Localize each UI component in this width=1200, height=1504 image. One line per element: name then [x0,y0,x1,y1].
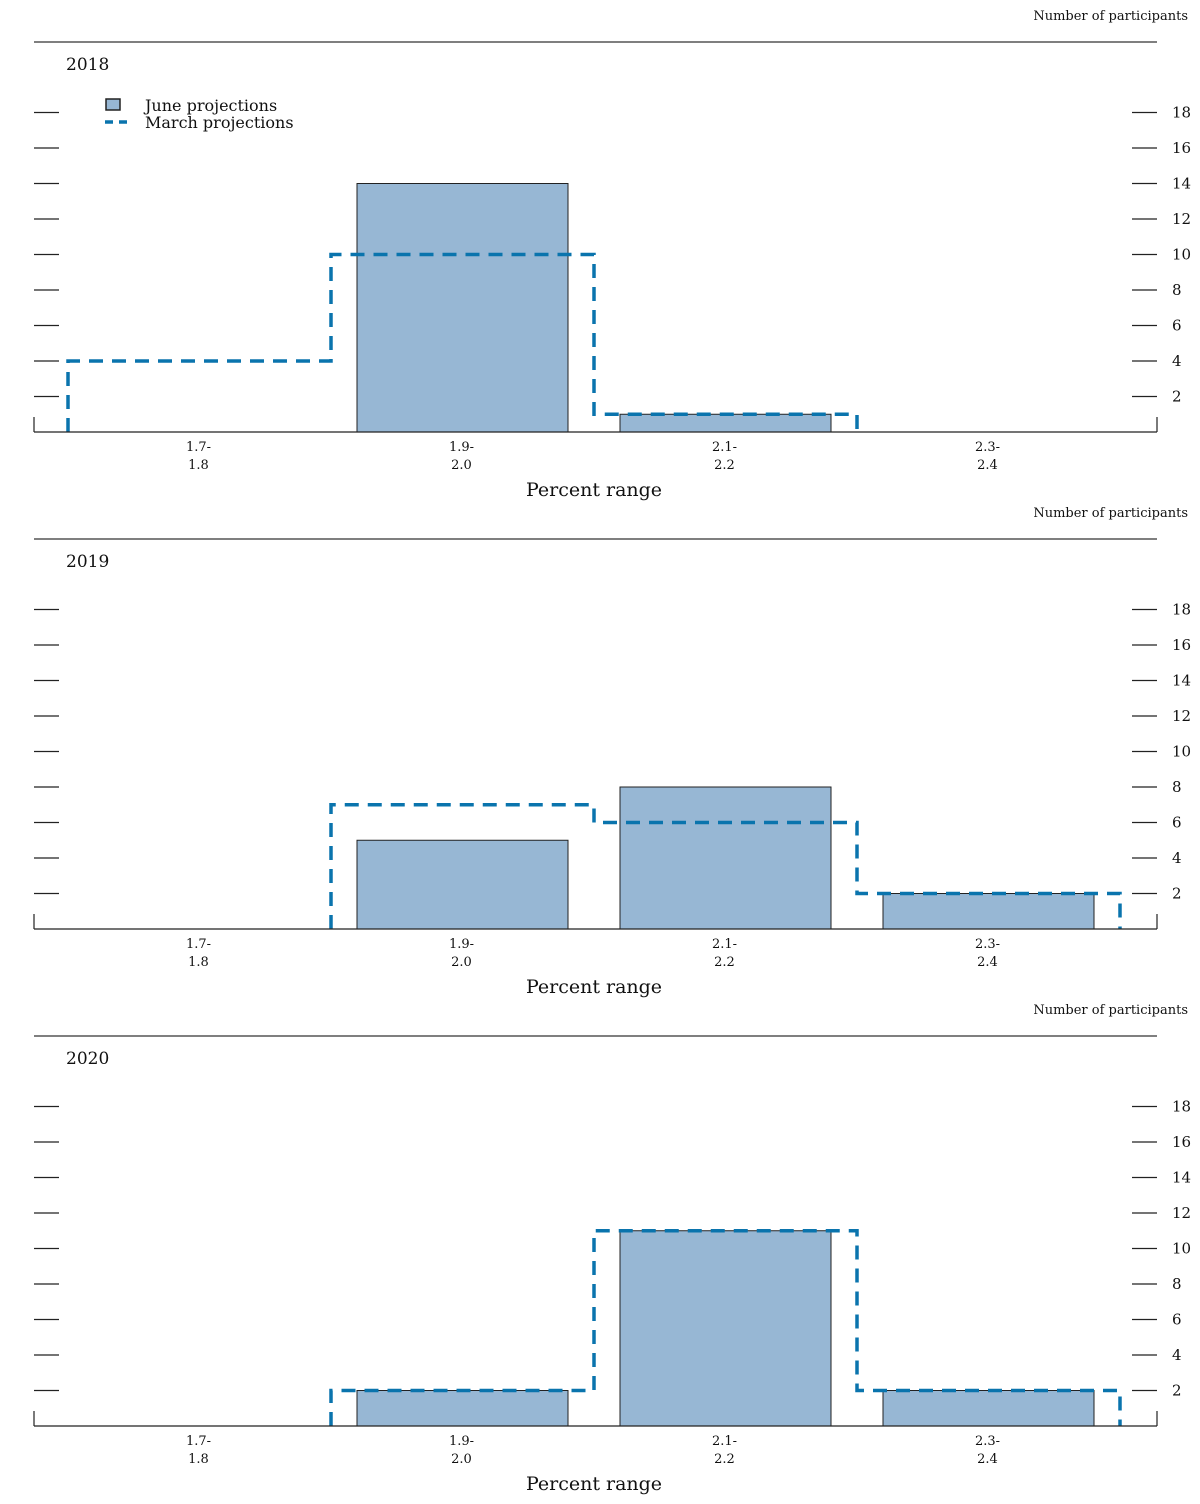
bar-june-2 [619,786,832,930]
bar-june-1 [356,183,569,433]
y-tick-label: 2 [1172,388,1182,406]
x-tick-label-line2: 1.8 [188,458,209,473]
x-tick-label-line1: 2.3- [975,440,1000,455]
y-tick-label: 8 [1172,281,1182,299]
y-tick-label: 18 [1172,601,1191,619]
x-tick-label-line2: 2.2 [714,1452,735,1467]
x-tick-label-line2: 1.8 [188,1452,209,1467]
y-tick-label: 12 [1172,210,1191,228]
x-tick-label-line1: 1.7- [186,937,211,952]
bar-june-2 [619,1230,832,1427]
x-tick-label-line1: 1.7- [186,1434,211,1449]
y-tick-label: 16 [1172,636,1191,654]
bar-june-1 [356,839,569,930]
march-projection-line [329,1229,1122,1426]
y-tick-label: 12 [1172,1204,1191,1222]
x-tick-label-line2: 2.4 [977,458,998,473]
y-tick-label: 16 [1172,139,1191,157]
x-tick-label-line2: 2.4 [977,1452,998,1467]
y-tick-label: 18 [1172,104,1191,122]
y-tick-label: 2 [1172,885,1182,903]
y-tick-label: 4 [1172,1346,1182,1364]
x-tick-label-line1: 2.3- [975,937,1000,952]
y-tick-label: 10 [1172,1240,1191,1258]
x-tick-label-line1: 1.9- [449,937,474,952]
y-tick-label: 4 [1172,352,1182,370]
x-axis-label: Percent range [526,479,662,501]
x-tick-label-line1: 2.1- [712,937,737,952]
y-tick-label: 18 [1172,1098,1191,1116]
x-tick-label-line1: 1.9- [449,1434,474,1449]
chart-panel-2018: Number of participants 2018 2 4 6 8 10 12 14 16 18… [33,9,1191,501]
y-tick-label: 10 [1172,743,1191,761]
panel-title: 2018 [66,55,109,75]
x-tick-label-line2: 2.0 [451,1452,472,1467]
x-tick-label-line1: 2.1- [712,1434,737,1449]
y-tick-label: 8 [1172,778,1182,796]
panel-title: 2019 [66,552,109,572]
x-tick-label-line1: 1.7- [186,440,211,455]
y-tick-label: 6 [1172,814,1182,832]
legend-label-june: June projections [143,96,277,115]
y-tick-label: 16 [1172,1133,1191,1151]
bar-june-3 [882,1390,1095,1427]
y-tick-label: 12 [1172,707,1191,725]
bar-june-3 [882,893,1095,930]
y-tick-label: 8 [1172,1275,1182,1293]
y-tick-label: 6 [1172,317,1182,335]
x-tick-label-line2: 2.2 [714,955,735,970]
y-axis-label: Number of participants [1033,1003,1188,1018]
x-tick-label-line2: 1.8 [188,955,209,970]
chart-panel-2019: Number of participants 2019 2 4 6 8 10 12 14 16 18… [33,506,1191,998]
x-tick-label-line2: 2.0 [451,458,472,473]
x-axis-label: Percent range [526,1473,662,1495]
x-tick-label-line1: 2.1- [712,440,737,455]
y-tick-label: 6 [1172,1311,1182,1329]
bar-june-2 [619,413,832,433]
y-tick-label: 14 [1172,1169,1191,1187]
march-projection-line [329,803,1122,929]
y-tick-label: 4 [1172,849,1182,867]
x-axis-label: Percent range [526,976,662,998]
y-tick-label: 14 [1172,672,1191,690]
march-projection-line [66,252,859,432]
chart-panel-2020: Number of participants 2020 2 4 6 8 10 12 14 16 18… [33,1003,1191,1495]
legend-swatch-june [105,98,121,111]
x-tick-label-line2: 2.0 [451,955,472,970]
y-axis-label: Number of participants [1033,9,1188,24]
y-axis-label: Number of participants [1033,506,1188,521]
y-tick-label: 2 [1172,1382,1182,1400]
x-tick-label-line1: 2.3- [975,1434,1000,1449]
panel-title: 2020 [66,1049,109,1069]
legend-label-march: March projections [145,113,294,132]
y-tick-label: 10 [1172,246,1191,264]
x-tick-label-line2: 2.2 [714,458,735,473]
bar-june-1 [356,1390,569,1427]
x-tick-label-line1: 1.9- [449,440,474,455]
x-tick-label-line2: 2.4 [977,955,998,970]
y-tick-label: 14 [1172,175,1191,193]
